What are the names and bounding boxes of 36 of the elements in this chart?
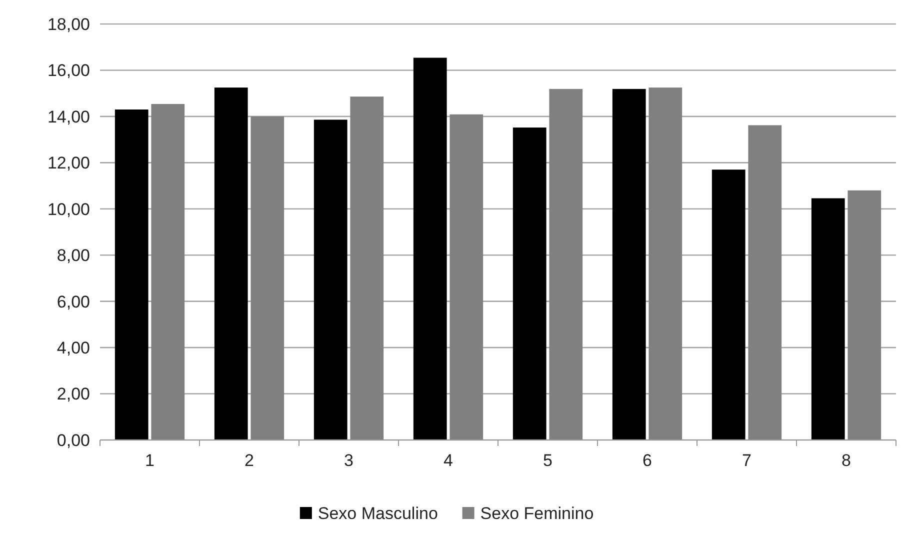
x-tick-label: 4	[444, 451, 453, 470]
y-tick-label: 6,00	[56, 292, 90, 312]
y-tick-label: 2,00	[56, 384, 90, 404]
bar	[811, 198, 845, 440]
bar	[612, 88, 646, 440]
x-tick-label: 7	[742, 451, 752, 470]
y-tick-label: 12,00	[47, 154, 90, 173]
bar	[712, 170, 746, 440]
bar	[350, 96, 384, 440]
legend-label: Sexo Feminino	[480, 504, 594, 523]
y-tick-label: 4,00	[56, 338, 90, 358]
x-tick-label: 1	[145, 451, 154, 470]
y-tick-label: 10,00	[47, 200, 90, 219]
bar	[314, 120, 348, 440]
x-tick-label: 2	[244, 451, 254, 470]
bar	[549, 88, 583, 440]
y-tick-label: 16,00	[47, 61, 90, 80]
bar	[250, 116, 284, 440]
x-tick-label: 3	[344, 451, 354, 470]
x-tick-label: 5	[543, 451, 552, 470]
x-tick-label: 6	[642, 451, 652, 470]
bar	[413, 58, 447, 440]
x-tick-label: 8	[842, 451, 851, 470]
y-tick-label: 14,00	[47, 107, 90, 126]
bar	[450, 114, 484, 440]
legend-label: Sexo Masculino	[318, 504, 438, 523]
y-tick-label: 0,00	[56, 430, 90, 450]
bar	[648, 88, 682, 440]
bar	[151, 104, 185, 440]
bar	[114, 110, 148, 440]
bar	[512, 128, 546, 440]
bar	[214, 88, 248, 440]
y-tick-label: 18,00	[47, 14, 90, 34]
bar	[748, 125, 782, 440]
bar	[848, 190, 882, 440]
y-tick-label: 8,00	[56, 246, 90, 266]
